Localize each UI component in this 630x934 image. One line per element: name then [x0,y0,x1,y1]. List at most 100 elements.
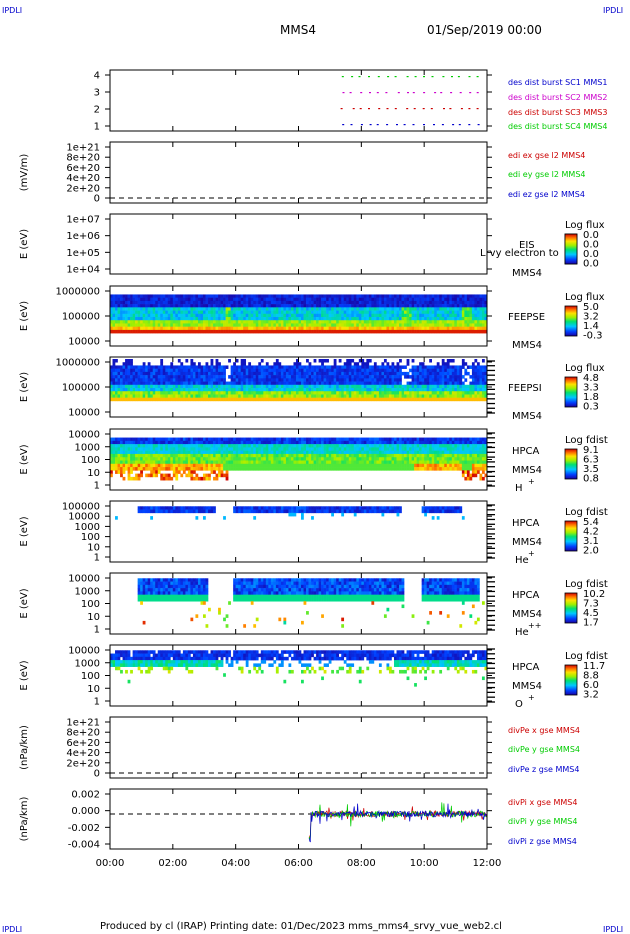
burst-marker [469,92,471,93]
spectrogram-cell [316,385,319,389]
spectrogram-cell [469,314,472,318]
burst-marker [413,92,415,93]
spectrogram-cell [185,447,188,451]
spectrogram-cell [301,467,304,471]
spectrogram-cell [454,398,457,402]
spectrogram-cell [472,394,475,398]
spectrogram-cell [301,307,304,311]
spectrogram-cell [482,372,485,376]
spectrogram-cell [123,294,126,298]
spectrogram-cell [138,477,141,481]
spectrogram-cell [236,330,239,334]
spectrogram-cell [238,323,241,327]
spectrogram-cell [432,372,435,376]
spectrogram-cell [419,307,422,311]
spectrogram-cell [329,327,332,331]
spectrogram-cell [361,311,364,315]
spectrogram-cell [437,317,440,321]
spectrogram-cell [391,307,394,311]
spectrogram-cell [155,301,158,305]
spectrogram-cell [409,301,412,305]
spectrogram-cell [233,388,236,392]
spectrogram-cell [125,454,128,458]
spectrogram-cell [376,382,379,386]
spectrogram-cell [344,385,347,389]
spectrogram-cell [160,330,163,334]
spectrogram-cell [364,467,367,471]
spectrogram-cell [364,323,367,327]
spectrogram-cell [203,327,206,331]
spectrogram-cell [457,323,460,327]
spectrogram-cell [253,391,256,395]
spectrogram-cell [306,369,309,373]
spectrogram-cell [253,461,256,465]
spectrogram-cell [193,438,196,442]
spectrogram-cell [243,444,246,448]
spectrogram-cell [482,385,485,389]
spectrogram-cell [246,294,249,298]
spectrogram-cell [200,394,203,398]
spectrogram-cell [163,467,166,471]
spectrogram-cell [218,304,221,308]
spectrogram-cell [296,457,299,461]
spectrogram-cell [233,298,236,302]
spectrogram-cell [286,369,289,373]
spectrogram-cell [185,441,188,445]
spectrogram-cell [200,441,203,445]
spectrogram-cell [145,398,148,402]
spectrogram-cell [150,378,153,382]
spectrogram-cell [402,294,405,298]
spectrogram-cell [193,372,196,376]
spectrogram-cell [145,474,148,478]
spectrogram-cell [223,394,226,398]
spectrogram-cell [437,327,440,331]
spectrogram-cell [140,307,143,311]
spectrogram-cell [288,298,291,302]
spectrogram-cell [341,294,344,298]
spectrogram-cell [299,375,302,379]
spectrogram-cell [206,464,209,468]
spectrogram-cell [324,454,327,458]
spectrogram-cell [479,304,482,308]
spectrogram-cell [374,362,377,366]
spectrogram-cell [150,385,153,389]
spectrogram-cell [256,365,259,369]
spectrogram-cell [326,398,329,402]
spectrogram-cell [339,454,342,458]
spectrogram-cell [253,320,256,324]
spectrogram-cell [231,298,234,302]
spectrogram-cell [412,330,415,334]
spectrogram-cell [329,441,332,445]
spectrogram-cell [394,307,397,311]
spectrogram-cell [407,382,410,386]
spectrogram-cell [361,304,364,308]
spectrogram-cell [316,451,319,455]
spectrogram-cell [414,394,417,398]
spectrogram-cell [180,378,183,382]
spectrogram-cell [261,388,264,392]
spectrogram-cell [135,365,138,369]
spectrogram-cell [414,385,417,389]
spectrogram-cell [160,385,163,389]
spectrogram-cell [153,382,156,386]
spectrogram-cell [221,438,224,442]
spectrogram-cell [336,369,339,373]
spectrogram-cell [374,382,377,386]
spectrogram-cell [198,464,201,468]
spectrogram-cell [354,464,357,468]
spectrogram-cell [160,323,163,327]
spectrogram-cell [442,398,445,402]
spectrogram-cell [296,311,299,315]
spectrogram-cell [409,369,412,373]
spectrogram-cell [185,394,188,398]
spectrogram-cell [145,444,148,448]
spectrogram-cell [349,454,352,458]
spectrogram-cell [130,394,133,398]
spectrogram-cell [356,378,359,382]
spectrogram-cell [236,375,239,379]
spectrogram-cell [145,454,148,458]
spectrogram-cell [216,298,219,302]
y-tick-label: 2 [94,105,100,116]
spectrogram-cell [467,372,470,376]
spectrogram-cell [198,447,201,451]
